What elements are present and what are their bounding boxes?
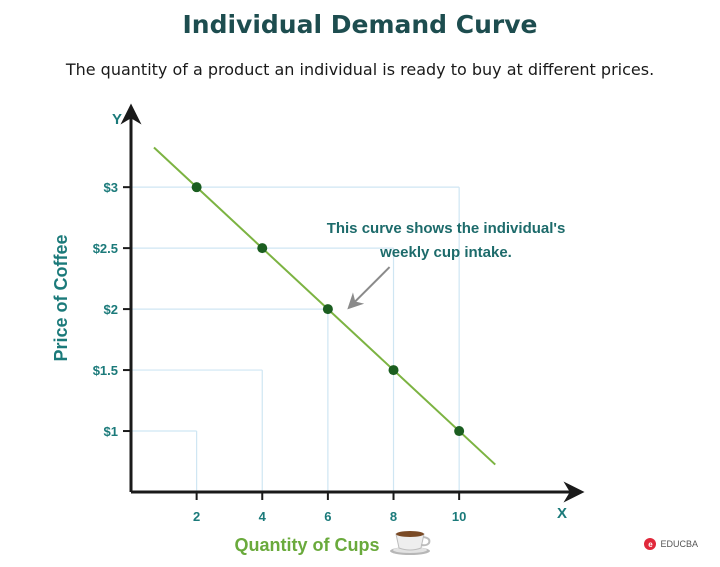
x-axis-label: Quantity of Cups <box>235 535 380 555</box>
chart-title: Individual Demand Curve <box>182 10 538 39</box>
x-tick-label: 6 <box>324 509 331 524</box>
tick-labels: $1 $1.5 $2 $2.5 $3 2 4 6 8 10 <box>93 180 467 524</box>
annotation-line-2: weekly cup intake. <box>379 244 512 261</box>
annotation: This curve shows the individual's weekly… <box>327 220 566 310</box>
annotation-line-1: This curve shows the individual's <box>327 220 566 237</box>
x-tick-label: 8 <box>390 509 397 524</box>
demand-series <box>153 146 496 466</box>
y-tick-label: $2 <box>104 302 118 317</box>
chart-subtitle: The quantity of a product an individual … <box>65 60 655 79</box>
y-axis-letter: Y <box>112 111 122 128</box>
x-tick-label: 2 <box>193 509 200 524</box>
y-tick-label: $1.5 <box>93 363 118 378</box>
x-tick-label: 10 <box>452 509 466 524</box>
coffee-cup-icon <box>390 531 431 555</box>
demand-point <box>257 243 268 254</box>
y-tick-label: $3 <box>104 180 118 195</box>
educba-watermark: e EDUCBA <box>644 538 698 550</box>
x-axis-letter: X <box>557 505 567 522</box>
y-axis-label: Price of Coffee <box>51 234 71 361</box>
demand-point <box>191 182 202 193</box>
demand-point <box>454 426 465 437</box>
axes: Y X Price of Coffee Quantity of Cups <box>51 103 585 555</box>
x-tick-label: 4 <box>259 509 267 524</box>
demand-point <box>322 304 333 315</box>
demand-point <box>388 365 399 376</box>
y-tick-label: $2.5 <box>93 241 118 256</box>
y-tick-label: $1 <box>104 424 118 439</box>
educba-logo-icon: e <box>644 538 657 550</box>
watermark-text: EDUCBA <box>660 539 698 549</box>
annotation-arrow <box>347 266 391 310</box>
